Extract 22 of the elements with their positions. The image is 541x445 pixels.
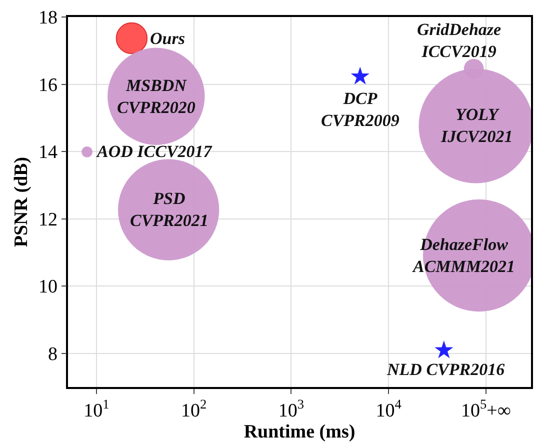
x-tick-label: 10$^{5}$+∞: [461, 396, 511, 422]
series-label: MSBDN CVPR2020: [117, 76, 196, 118]
series-label: YOLY IJCV2021: [440, 105, 513, 146]
series-label: AOD ICCV2017: [96, 142, 214, 161]
y-tick-label: 14: [38, 142, 58, 164]
y-tick-label: 16: [38, 74, 58, 96]
x-axis-title: Runtime (ms): [244, 422, 356, 443]
y-axis-title: PSNR (dB): [10, 156, 32, 248]
x-tick-label: 10$^{4}$: [376, 396, 402, 422]
y-tick-label: 10: [38, 276, 58, 298]
series-label: DCP CVPR2009: [321, 89, 400, 130]
series-label: GridDehaze ICCV2019: [417, 20, 502, 62]
y-tick-label: 18: [38, 8, 58, 29]
y-tick-label: 8: [48, 344, 58, 366]
x-tick-label: 10$^{2}$: [181, 396, 207, 422]
series-label: NLD CVPR2016: [386, 360, 506, 379]
series-label: Ours: [150, 29, 186, 48]
y-tick-label: 12: [38, 209, 58, 230]
series-label: PSD CVPR2021: [130, 189, 208, 230]
x-tick-label: 10$^{1}$: [84, 396, 110, 422]
series-label: DehazeFlow ACMMM2021: [412, 235, 516, 276]
x-tick-label: 10$^{3}$: [278, 396, 304, 422]
